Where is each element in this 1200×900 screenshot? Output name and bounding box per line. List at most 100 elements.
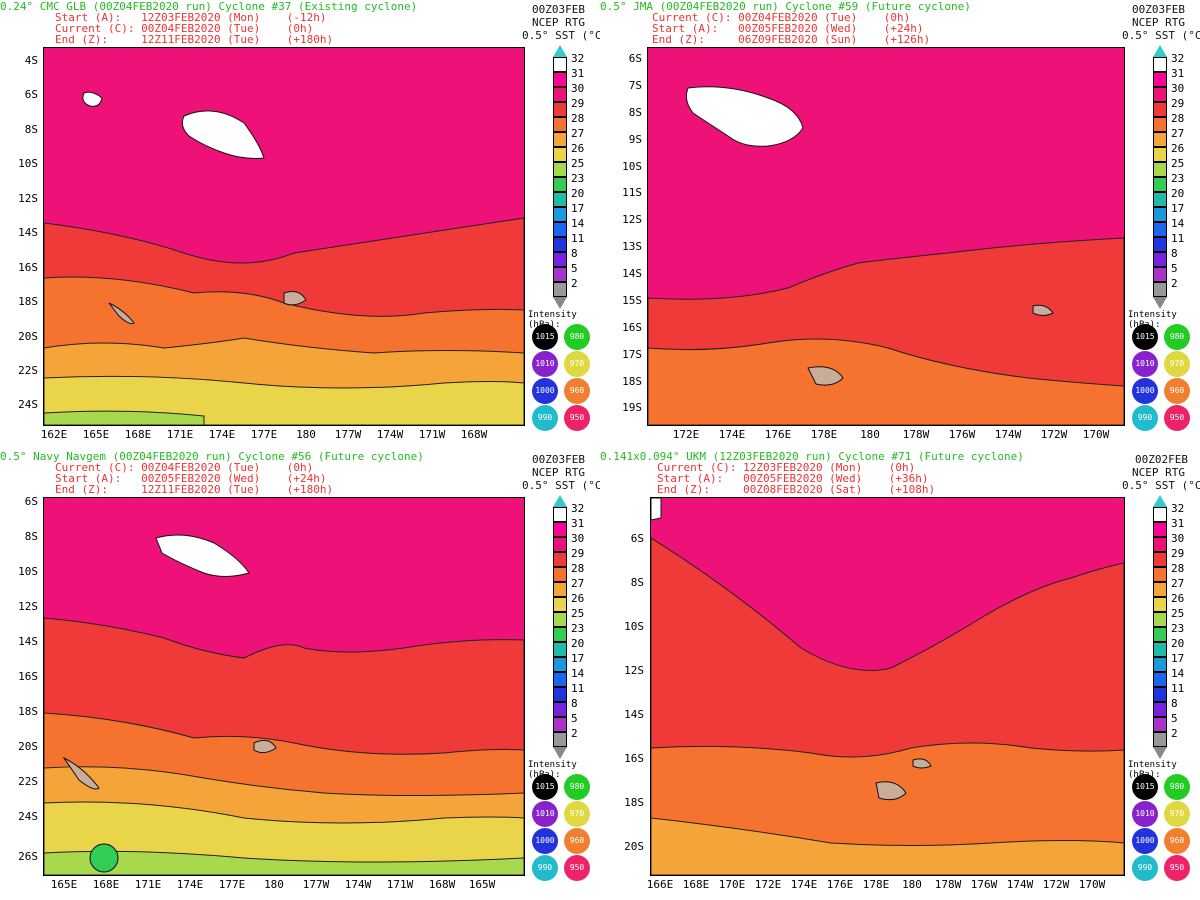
colorbar-label: 31 bbox=[571, 517, 585, 530]
lon-label: 174E bbox=[790, 878, 818, 891]
colorbar-label: 28 bbox=[1171, 562, 1185, 575]
colorbar-swatch bbox=[1153, 552, 1167, 567]
current-line: Current (C): 00Z04FEB2020 (Tue) (0h) bbox=[55, 22, 314, 35]
colorbar-label: 14 bbox=[571, 667, 585, 680]
sst-map bbox=[43, 47, 525, 426]
colorbar-label: 31 bbox=[571, 67, 585, 80]
lon-label: 171W bbox=[418, 428, 446, 441]
colorbar-label: 27 bbox=[571, 577, 585, 590]
lat-label: 11S bbox=[622, 186, 642, 199]
lon-label: 168E bbox=[92, 878, 120, 891]
colorbar-label: 32 bbox=[571, 52, 585, 65]
colorbar-arrow-bottom bbox=[553, 297, 567, 309]
lat-label: 14S bbox=[622, 267, 642, 280]
start-line: Start (A): 00Z05FEB2020 (Wed) (+24h) bbox=[652, 22, 924, 35]
colorbar-swatch bbox=[553, 537, 567, 552]
colorbar-label: 30 bbox=[1171, 82, 1185, 95]
colorbar-swatch bbox=[1153, 597, 1167, 612]
colorbar-label: 8 bbox=[1171, 697, 1178, 710]
intensity-swatch: 950 bbox=[1164, 405, 1190, 431]
colorbar-swatch bbox=[1153, 732, 1167, 747]
intensity-swatch: 1010 bbox=[532, 351, 558, 377]
colorbar-label: 31 bbox=[1171, 67, 1185, 80]
lon-label: 170E bbox=[718, 878, 746, 891]
lon-label: 170W bbox=[1078, 878, 1106, 891]
colorbar-label: 20 bbox=[1171, 637, 1185, 650]
lat-label: 13S bbox=[622, 240, 642, 253]
colorbar-label: 32 bbox=[571, 502, 585, 515]
lon-label: 171E bbox=[166, 428, 194, 441]
colorbar-swatch bbox=[553, 162, 567, 177]
colorbar-label: 26 bbox=[571, 592, 585, 605]
intensity-swatch: 980 bbox=[1164, 774, 1190, 800]
colorbar-label: 11 bbox=[571, 682, 585, 695]
lat-label: 17S bbox=[622, 348, 642, 361]
sst-source: NCEP RTG bbox=[1132, 16, 1185, 29]
lon-label: 177W bbox=[302, 878, 330, 891]
colorbar-swatch bbox=[1153, 222, 1167, 237]
map-panel-jma: 0.5° JMA (00Z04FEB2020 run) Cyclone #59 … bbox=[600, 0, 1200, 450]
colorbar-label: 32 bbox=[1171, 52, 1185, 65]
sst-map-svg bbox=[648, 48, 1124, 425]
intensity-swatch: 970 bbox=[564, 801, 590, 827]
lat-label: 12S bbox=[18, 600, 38, 613]
colorbar-swatch bbox=[1153, 537, 1167, 552]
intensity-swatch: 1010 bbox=[1132, 351, 1158, 377]
start-line: Start (A): 00Z05FEB2020 (Wed) (+24h) bbox=[55, 472, 327, 485]
colorbar-swatch bbox=[1153, 252, 1167, 267]
intensity-swatch: 950 bbox=[564, 855, 590, 881]
sst-source: NCEP RTG bbox=[1132, 466, 1185, 479]
colorbar-label: 8 bbox=[571, 697, 578, 710]
lon-label: 180 bbox=[264, 878, 284, 891]
colorbar-swatch bbox=[1153, 702, 1167, 717]
colorbar-swatch bbox=[553, 717, 567, 732]
lon-label: 180 bbox=[902, 878, 922, 891]
intensity-swatch: 950 bbox=[1164, 855, 1190, 881]
sst-map bbox=[650, 497, 1125, 876]
lon-label: 180 bbox=[860, 428, 880, 441]
colorbar-swatch bbox=[553, 672, 567, 687]
lon-label: 171E bbox=[134, 878, 162, 891]
lon-label: 162E bbox=[40, 428, 68, 441]
colorbar-label: 20 bbox=[1171, 187, 1185, 200]
intensity-swatch: 970 bbox=[1164, 801, 1190, 827]
lon-label: 177W bbox=[334, 428, 362, 441]
colorbar-label: 31 bbox=[1171, 517, 1185, 530]
lon-label: 172E bbox=[672, 428, 700, 441]
colorbar-swatch bbox=[553, 252, 567, 267]
colorbar-swatch bbox=[553, 567, 567, 582]
lon-label: 168W bbox=[428, 878, 456, 891]
colorbar-swatch bbox=[553, 102, 567, 117]
colorbar-swatch bbox=[1153, 267, 1167, 282]
colorbar-swatch bbox=[553, 72, 567, 87]
current-line: Current (C): 00Z04FEB2020 (Tue) (0h) bbox=[55, 461, 314, 474]
colorbar-swatch bbox=[1153, 507, 1167, 522]
colorbar-swatch bbox=[553, 552, 567, 567]
intensity-swatch: 1000 bbox=[1132, 828, 1158, 854]
colorbar-label: 8 bbox=[1171, 247, 1178, 260]
lat-label: 12S bbox=[18, 192, 38, 205]
current-line: Current (C): 00Z04FEB2020 (Tue) (0h) bbox=[652, 11, 911, 24]
end-line: End (Z): 00Z08FEB2020 (Sat) (+108h) bbox=[657, 483, 936, 496]
colorbar-label: 17 bbox=[571, 652, 585, 665]
lat-label: 14S bbox=[18, 635, 38, 648]
colorbar-swatch bbox=[1153, 132, 1167, 147]
colorbar-label: 29 bbox=[571, 547, 585, 560]
lat-label: 8S bbox=[24, 123, 38, 136]
lon-label: 177E bbox=[218, 878, 246, 891]
lon-label: 165W bbox=[468, 878, 496, 891]
colorbar-label: 28 bbox=[1171, 112, 1185, 125]
map-panel-cmc: 0.24° CMC GLB (00Z04FEB2020 run) Cyclone… bbox=[0, 0, 600, 450]
colorbar-swatch bbox=[553, 132, 567, 147]
colorbar-label: 25 bbox=[571, 157, 585, 170]
panel-title: 0.5° JMA (00Z04FEB2020 run) Cyclone #59 … bbox=[600, 0, 971, 13]
lat-label: 7S bbox=[628, 79, 642, 92]
colorbar-swatch bbox=[1153, 672, 1167, 687]
colorbar-swatch bbox=[1153, 102, 1167, 117]
intensity-swatch: 1015 bbox=[1132, 324, 1158, 350]
colorbar-arrow-bottom bbox=[1153, 747, 1167, 759]
sst-source: NCEP RTG bbox=[532, 16, 585, 29]
colorbar-arrow-bottom bbox=[1153, 297, 1167, 309]
lat-label: 24S bbox=[18, 810, 38, 823]
colorbar-swatch bbox=[553, 732, 567, 747]
